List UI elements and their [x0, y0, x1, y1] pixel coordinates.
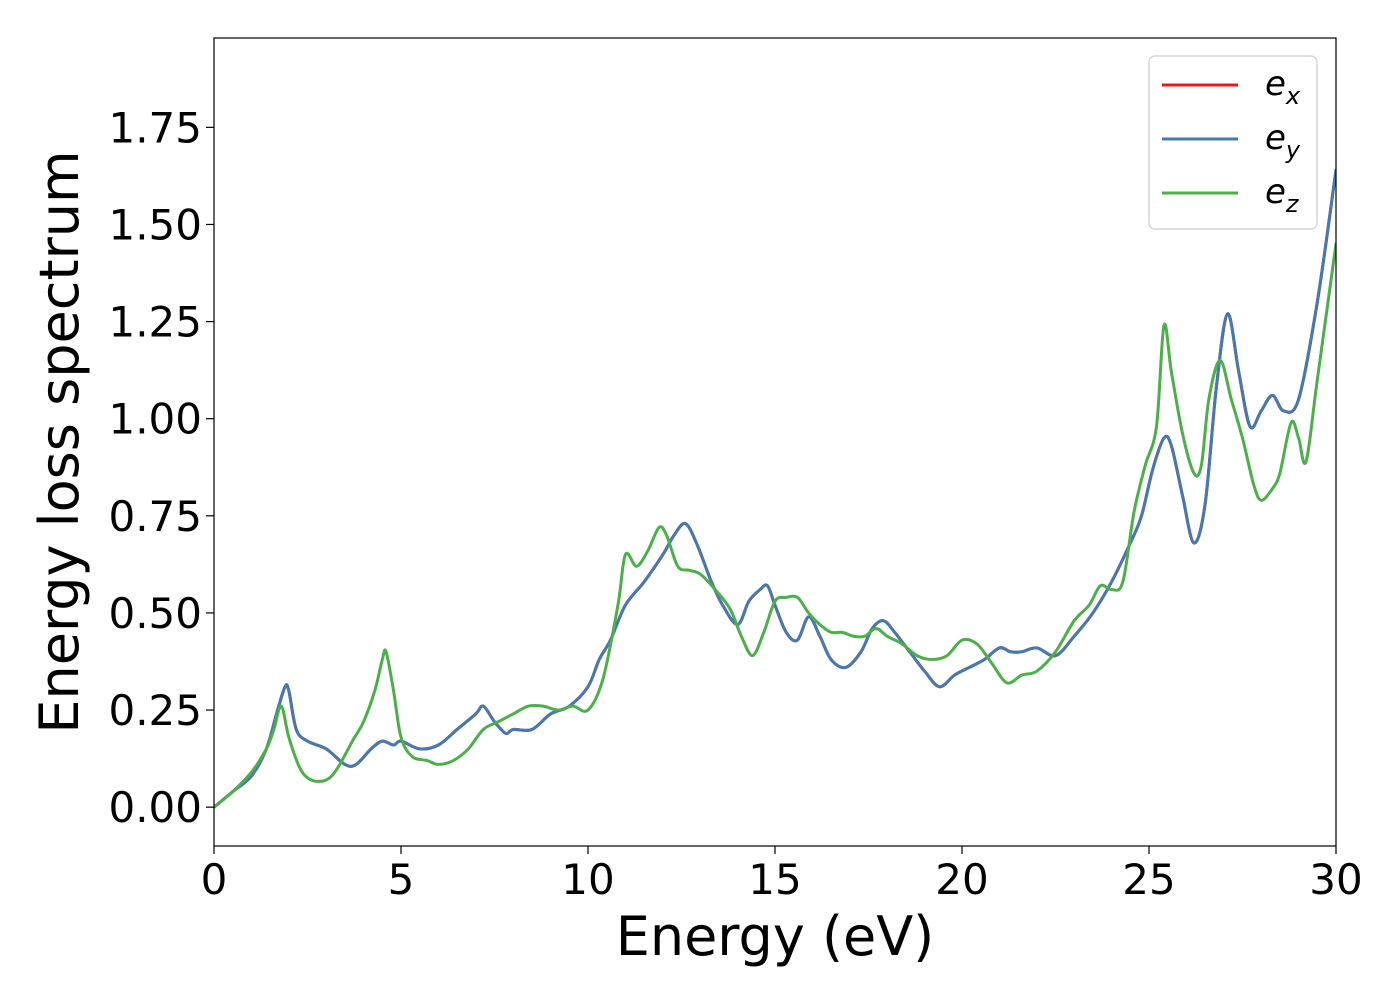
y-tick-label: 1.25	[108, 298, 202, 347]
series-line-e-x	[214, 168, 1336, 809]
y-tick-label: 0.00	[108, 783, 202, 832]
series-line-e-y	[214, 168, 1336, 809]
x-tick-label: 30	[1309, 855, 1362, 904]
plot-lines	[214, 168, 1336, 809]
legend-label-x: ex	[1265, 64, 1301, 110]
x-tick-label: 0	[201, 855, 228, 904]
y-axis-ticks: 0.00 0.25 0.50 0.75 1.00 1.25 1.50 1.75	[108, 103, 214, 832]
y-tick-label: 1.00	[108, 395, 202, 444]
legend-box	[1148, 55, 1318, 230]
y-tick-label: 1.50	[108, 200, 202, 249]
y-tick-label: 1.75	[108, 103, 202, 152]
y-tick-label: 0.75	[108, 492, 202, 541]
series-line-e-z	[214, 242, 1336, 809]
x-tick-label: 15	[748, 855, 801, 904]
legend-label-y: ey	[1265, 118, 1301, 164]
x-tick-label: 5	[388, 855, 415, 904]
y-axis-label: Energy loss spectrum	[28, 150, 91, 733]
x-axis-label: Energy (eV)	[616, 905, 935, 968]
x-tick-label: 25	[1122, 855, 1175, 904]
y-tick-label: 0.25	[108, 686, 202, 735]
x-tick-label: 10	[561, 855, 614, 904]
y-tick-label: 0.50	[108, 589, 202, 638]
x-axis-ticks: 0 5 10 15 20 25 30	[201, 846, 1363, 904]
x-tick-label: 20	[935, 855, 988, 904]
